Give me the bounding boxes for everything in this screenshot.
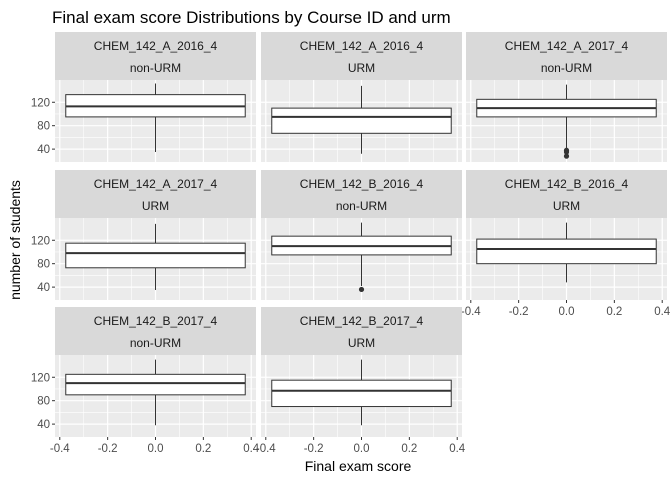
facet-strip	[261, 307, 462, 355]
facet-strip-group-label: URM	[142, 199, 169, 213]
facet-panel: CHEM_142_B_2017_4 non-URM 40 80 120 -0.4 -0.2 0…	[31, 307, 260, 455]
facet-strip-group-label: non-URM	[336, 199, 387, 213]
facet-strip	[55, 32, 256, 80]
facet-strip-group-label: URM	[553, 199, 580, 213]
iqr-box	[271, 379, 452, 408]
y-tick-label: 80	[37, 396, 50, 408]
x-tick-label: 0.2	[195, 443, 211, 455]
x-tick-label: 0.0	[559, 306, 575, 318]
y-tick-label: 80	[37, 121, 50, 133]
facet-strip-course-label: CHEM_142_B_2017_4	[300, 314, 424, 328]
x-tick-label: -0.4	[461, 306, 481, 318]
y-tick-label: 40	[37, 144, 50, 156]
x-tick-label: 0.2	[606, 306, 622, 318]
x-axis-title: Final exam score	[305, 458, 412, 474]
facet-strip	[261, 32, 462, 80]
x-tick-label: -0.2	[304, 443, 324, 455]
x-tick-label: 0.4	[449, 443, 466, 455]
facet-strip-group-label: non-URM	[541, 61, 592, 75]
y-tick-label: 120	[31, 372, 50, 384]
iqr-box	[65, 373, 246, 396]
facet-strip-group-label: non-URM	[130, 336, 181, 350]
x-tick-label: 0.0	[148, 443, 164, 455]
y-tick-label: 120	[31, 97, 50, 109]
facet-strip	[466, 32, 667, 80]
facet-strip-group-label: non-URM	[130, 61, 181, 75]
facet-strip	[55, 170, 256, 218]
x-tick-label: 0.4	[654, 306, 671, 318]
facet-strip-group-label: URM	[348, 336, 375, 350]
facet-panel: CHEM_142_B_2016_4 non-URM	[261, 170, 462, 300]
iqr-box	[476, 238, 657, 265]
facet-panel: CHEM_142_A_2017_4 URM 40 80 120	[31, 170, 256, 300]
x-tick-label: -0.4	[50, 443, 70, 455]
x-tick-label: 0.2	[401, 443, 417, 455]
x-tick-label: -0.4	[256, 443, 276, 455]
facet-panel: CHEM_142_B_2017_4 URM -0.4 -0.2 0.0 0.2 0.4	[256, 307, 466, 455]
facet-strip-course-label: CHEM_142_A_2017_4	[505, 39, 629, 53]
y-axis-title: number of students	[7, 180, 23, 300]
facet-strip	[261, 170, 462, 218]
outlier-point	[563, 149, 570, 155]
facet-strip	[466, 170, 667, 218]
x-tick-label: 0.0	[354, 443, 370, 455]
facet-panel: CHEM_142_A_2016_4 URM	[261, 32, 462, 162]
facet-strip-course-label: CHEM_142_B_2016_4	[505, 177, 629, 191]
facet-strip-group-label: URM	[348, 61, 375, 75]
facet-panel: CHEM_142_A_2016_4 non-URM 40 80 120	[31, 32, 256, 162]
facet-strip-course-label: CHEM_142_A_2016_4	[300, 39, 424, 53]
y-tick-label: 40	[37, 282, 50, 294]
x-tick-label: 0.4	[243, 443, 260, 455]
facet-strip-course-label: CHEM_142_B_2017_4	[94, 314, 218, 328]
outlier-point	[563, 153, 570, 159]
facet-panels: CHEM_142_A_2016_4non-URM4080120CHEM_142_…	[31, 32, 671, 455]
outlier-point	[358, 286, 365, 293]
facet-panel: CHEM_142_B_2016_4 URM -0.4 -0.2 0.0 0.2 0.4	[461, 170, 671, 318]
x-tick-label: -0.2	[98, 443, 118, 455]
facet-panel: CHEM_142_A_2017_4 non-URM	[466, 32, 667, 162]
facet-strip	[55, 307, 256, 355]
facet-strip-course-label: CHEM_142_A_2016_4	[94, 39, 218, 53]
y-tick-label: 40	[37, 419, 50, 431]
y-tick-label: 120	[31, 235, 50, 247]
facet-strip-course-label: CHEM_142_A_2017_4	[94, 177, 218, 191]
iqr-box	[65, 242, 246, 269]
iqr-box	[271, 107, 452, 134]
y-tick-label: 80	[37, 259, 50, 271]
x-tick-label: -0.2	[509, 306, 529, 318]
chart-title: Final exam score Distributions by Course…	[52, 8, 451, 27]
facet-strip-course-label: CHEM_142_B_2016_4	[300, 177, 424, 191]
